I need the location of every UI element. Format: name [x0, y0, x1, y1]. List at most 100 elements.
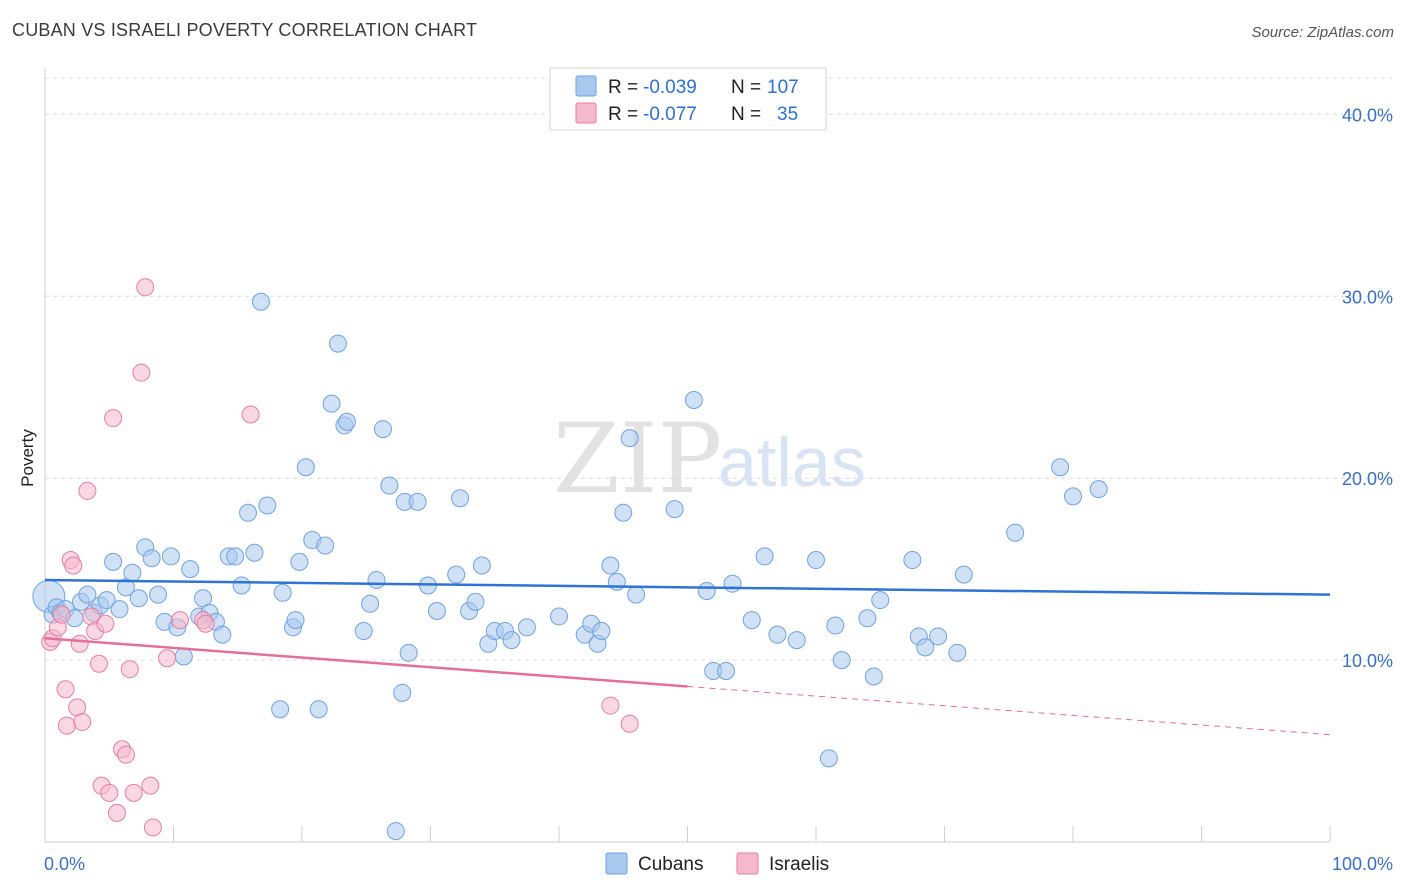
data-point-cubans [316, 536, 335, 555]
data-point-cubans [232, 576, 251, 595]
data-points [32, 278, 1108, 841]
data-point-cubans [367, 571, 386, 590]
data-point-cubans [271, 700, 290, 719]
legend-bottom: Cubans Israelis [605, 852, 829, 875]
data-point-cubans [322, 394, 341, 413]
y-tick-label: 40.0% [1342, 105, 1393, 125]
data-point-cubans [903, 551, 922, 570]
data-point-cubans [149, 585, 168, 604]
data-point-cubans [819, 749, 838, 768]
data-point-cubans [181, 560, 200, 579]
data-point-cubans [309, 700, 328, 719]
data-point-cubans [399, 643, 418, 662]
legend-r-label-1: R = [608, 77, 638, 98]
source-credit: Source: ZipAtlas.com [1251, 24, 1394, 41]
data-point-cubans [620, 429, 639, 448]
x-tick-label-end: 100.0% [1332, 854, 1393, 874]
legend-bottom-label-cubans: Cubans [638, 854, 704, 875]
axes [44, 68, 1331, 843]
watermark-atlas: atlas [718, 423, 866, 501]
data-point-cubans [380, 476, 399, 495]
data-point-cubans [742, 611, 761, 630]
data-point-israelis [96, 614, 115, 633]
x-tick-label-start: 0.0% [44, 854, 85, 874]
data-point-cubans [954, 565, 973, 584]
data-point-cubans [290, 552, 309, 571]
data-point-cubans [1051, 458, 1070, 477]
data-point-cubans [826, 616, 845, 635]
data-point-cubans [296, 458, 315, 477]
legend-swatch-cubans [575, 75, 597, 97]
data-point-cubans [832, 651, 851, 670]
data-point-cubans [871, 591, 890, 610]
data-point-cubans [665, 500, 684, 519]
data-point-israelis [52, 605, 71, 624]
data-point-cubans [684, 390, 703, 409]
trend-line-israelis [44, 637, 688, 688]
data-point-israelis [601, 696, 620, 715]
data-point-israelis [100, 783, 119, 802]
data-point-israelis [57, 716, 76, 735]
data-point-israelis [73, 712, 92, 731]
data-point-cubans [286, 611, 305, 630]
data-point-cubans [1006, 523, 1025, 542]
data-point-cubans [393, 683, 412, 702]
legend-n-value-2: 35 [777, 104, 798, 125]
data-point-cubans [717, 662, 736, 681]
data-point-cubans [929, 627, 948, 646]
data-point-cubans [273, 583, 292, 602]
legend-r-label-2: R = [608, 104, 638, 125]
data-point-cubans [110, 600, 129, 619]
data-point-israelis [116, 745, 135, 764]
data-point-israelis [120, 660, 139, 679]
data-point-cubans [472, 556, 491, 575]
y-tick-label: 30.0% [1342, 287, 1393, 307]
data-point-cubans [213, 625, 232, 644]
data-point-cubans [864, 667, 883, 686]
data-point-israelis [620, 714, 639, 733]
legend-n-label-2: N = [731, 104, 761, 125]
legend-swatch-israelis [575, 102, 597, 124]
legend-bottom-swatch-cubans [605, 852, 628, 875]
data-point-cubans [1089, 480, 1108, 499]
data-point-cubans [373, 420, 392, 439]
data-point-cubans [451, 489, 470, 508]
data-point-cubans [258, 496, 277, 515]
data-point-israelis [107, 803, 126, 822]
data-point-israelis [241, 405, 260, 424]
data-point-cubans [427, 601, 446, 620]
data-point-israelis [141, 776, 160, 795]
data-point-israelis [170, 611, 189, 630]
data-point-cubans [466, 592, 485, 611]
y-tick-label: 10.0% [1342, 651, 1393, 671]
data-point-cubans [447, 565, 466, 584]
data-point-cubans [239, 503, 258, 522]
data-point-israelis [132, 363, 151, 382]
data-point-cubans [142, 549, 161, 568]
y-axis-label: Poverty [18, 429, 37, 487]
data-point-cubans [807, 551, 825, 570]
data-point-cubans [723, 574, 742, 593]
legend-top: R = -0.039 N = 107 R = -0.077 N = 35 [549, 67, 827, 131]
data-point-israelis [89, 654, 108, 673]
data-point-cubans [697, 581, 716, 600]
data-point-israelis [196, 614, 215, 633]
data-point-israelis [56, 680, 75, 699]
data-point-israelis [124, 783, 143, 802]
watermark-zip: ZIP [553, 403, 722, 515]
data-point-cubans [123, 563, 142, 582]
data-point-israelis [70, 634, 89, 653]
data-point-cubans [592, 621, 611, 640]
y-tick-label: 20.0% [1342, 469, 1393, 489]
chart-title: CUBAN VS ISRAELI POVERTY CORRELATION CHA… [12, 20, 478, 40]
trend-line-israelis-extension [687, 685, 1331, 736]
series-cubans [32, 292, 1108, 841]
data-point-cubans [614, 503, 633, 522]
trend-lines [44, 578, 1331, 736]
data-point-cubans [948, 643, 967, 662]
data-point-cubans [251, 292, 270, 311]
data-point-cubans [601, 556, 620, 575]
data-point-cubans [129, 589, 148, 608]
data-point-cubans [354, 621, 373, 640]
